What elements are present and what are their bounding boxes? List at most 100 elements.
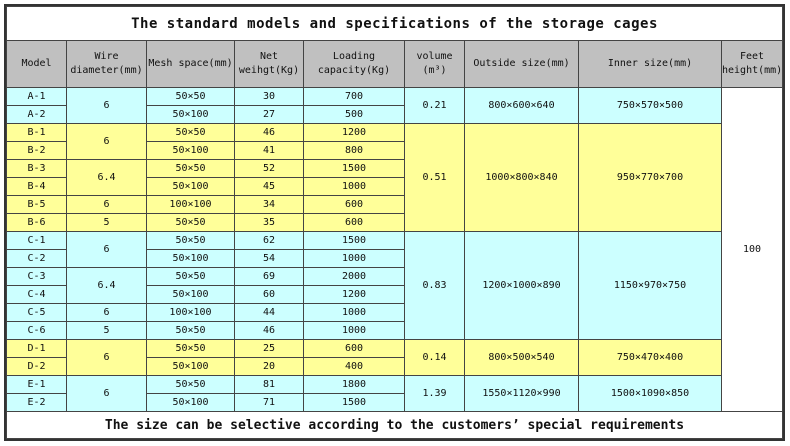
model-cell: C-5 <box>6 303 67 322</box>
net-weight-cell: 20 <box>234 357 304 376</box>
mesh-space-cell: 50×100 <box>146 357 235 376</box>
mesh-space-cell: 50×50 <box>146 339 235 358</box>
mesh-space-cell: 50×50 <box>146 231 235 250</box>
loading-capacity-cell: 1000 <box>303 321 405 340</box>
inner-size-cell: 1150×970×750 <box>578 231 722 340</box>
outside-size-cell: 1550×1120×990 <box>464 375 579 412</box>
mesh-space-cell: 50×100 <box>146 141 235 160</box>
feet-height-cell: 100 <box>721 87 783 412</box>
net-weight-cell: 46 <box>234 321 304 340</box>
model-cell: C-2 <box>6 249 67 268</box>
wire-diameter-cell: 5 <box>66 213 147 232</box>
outside-size-cell: 800×600×640 <box>464 87 579 124</box>
net-weight-cell: 81 <box>234 375 304 394</box>
net-weight-cell: 46 <box>234 123 304 142</box>
inner-size-cell: 750×470×400 <box>578 339 722 376</box>
model-cell: C-6 <box>6 321 67 340</box>
mesh-space-cell: 100×100 <box>146 303 235 322</box>
mesh-space-cell: 50×50 <box>146 123 235 142</box>
model-cell: D-2 <box>6 357 67 376</box>
wire-diameter-cell: 6.4 <box>66 159 147 196</box>
inner-size-cell: 750×570×500 <box>578 87 722 124</box>
spec-table: The standard models and specifications o… <box>6 6 783 439</box>
outside-size-cell: 1200×1000×890 <box>464 231 579 340</box>
header-volume: volume (m³) <box>404 40 465 88</box>
loading-capacity-cell: 700 <box>303 87 405 106</box>
net-weight-cell: 60 <box>234 285 304 304</box>
table-row: C-4 50×100 60 1200 <box>6 285 783 304</box>
net-weight-cell: 71 <box>234 393 304 412</box>
model-cell: D-1 <box>6 339 67 358</box>
outside-size-cell: 1000×800×840 <box>464 123 579 232</box>
wire-diameter-cell: 6 <box>66 231 147 268</box>
volume-cell: 0.14 <box>404 339 465 376</box>
header-feet-height: Feet height(mm) <box>721 40 783 88</box>
model-cell: B-2 <box>6 141 67 160</box>
net-weight-cell: 41 <box>234 141 304 160</box>
model-cell: B-6 <box>6 213 67 232</box>
loading-capacity-cell: 1800 <box>303 375 405 394</box>
wire-diameter-cell: 6 <box>66 303 147 322</box>
table-row: E-1 6 50×50 81 1800 1.39 1550×1120×990 1500×109… <box>6 375 783 412</box>
net-weight-cell: 27 <box>234 105 304 124</box>
model-cell: C-1 <box>6 231 67 250</box>
header-model: Model <box>6 40 67 88</box>
header-outside-size: Outside size(mm) <box>464 40 579 88</box>
table-title: The standard models and specifications o… <box>6 6 783 41</box>
loading-capacity-cell: 1200 <box>303 285 405 304</box>
loading-capacity-cell: 400 <box>303 357 405 376</box>
header-row: Model Wire diameter(mm) Mesh space(mm) Net … <box>6 40 783 88</box>
loading-capacity-cell: 600 <box>303 339 405 358</box>
net-weight-cell: 52 <box>234 159 304 178</box>
wire-diameter-cell: 6 <box>66 123 147 160</box>
loading-capacity-cell: 1500 <box>303 231 405 250</box>
net-weight-cell: 62 <box>234 231 304 250</box>
volume-cell: 0.21 <box>404 87 465 124</box>
loading-capacity-cell: 1500 <box>303 393 405 412</box>
table-row: C-1 6 50×50 62 1500 0.83 1200×1000×890 1150×970… <box>6 231 783 340</box>
table-row: B-4 50×100 45 1000 <box>6 177 783 196</box>
model-cell: B-4 <box>6 177 67 196</box>
table-row: E-2 50×100 71 1500 <box>6 393 783 412</box>
loading-capacity-cell: 1000 <box>303 249 405 268</box>
inner-size-cell: 950×770×700 <box>578 123 722 232</box>
loading-capacity-cell: 600 <box>303 213 405 232</box>
wire-diameter-cell: 6 <box>66 375 147 412</box>
volume-cell: 1.39 <box>404 375 465 412</box>
mesh-space-cell: 50×50 <box>146 159 235 178</box>
table-row: B-1 6 50×50 46 1200 0.51 1000×800×840 950×770×7… <box>6 123 783 232</box>
net-weight-cell: 44 <box>234 303 304 322</box>
model-cell: B-1 <box>6 123 67 142</box>
table-row: A-1 6 50×50 30 700 0.21 800×600×640 750×570×500… <box>6 87 783 412</box>
header-loading-capacity: Loading capacity(Kg) <box>303 40 405 88</box>
table-footer: The size can be selective according to t… <box>6 411 783 439</box>
loading-capacity-cell: 2000 <box>303 267 405 286</box>
mesh-space-cell: 50×100 <box>146 393 235 412</box>
table-row: B-2 50×100 41 800 <box>6 141 783 160</box>
header-inner-size: Inner size(mm) <box>578 40 722 88</box>
header-mesh-space: Mesh space(mm) <box>146 40 235 88</box>
mesh-space-cell: 50×100 <box>146 105 235 124</box>
mesh-space-cell: 50×100 <box>146 285 235 304</box>
table-row: B-6 5 50×50 35 600 <box>6 213 783 232</box>
wire-diameter-cell: 5 <box>66 321 147 340</box>
header-wire-diameter: Wire diameter(mm) <box>66 40 147 88</box>
mesh-space-cell: 50×50 <box>146 321 235 340</box>
model-cell: E-1 <box>6 375 67 394</box>
mesh-space-cell: 50×50 <box>146 87 235 106</box>
mesh-space-cell: 50×50 <box>146 267 235 286</box>
loading-capacity-cell: 600 <box>303 195 405 214</box>
loading-capacity-cell: 1000 <box>303 303 405 322</box>
model-cell: B-5 <box>6 195 67 214</box>
wire-diameter-cell: 6.4 <box>66 267 147 304</box>
model-cell: B-3 <box>6 159 67 178</box>
header-net-weight: Net weihgt(Kg) <box>234 40 304 88</box>
mesh-space-cell: 50×50 <box>146 213 235 232</box>
net-weight-cell: 25 <box>234 339 304 358</box>
net-weight-cell: 54 <box>234 249 304 268</box>
mesh-space-cell: 100×100 <box>146 195 235 214</box>
net-weight-cell: 69 <box>234 267 304 286</box>
model-cell: C-4 <box>6 285 67 304</box>
loading-capacity-cell: 1500 <box>303 159 405 178</box>
loading-capacity-cell: 1200 <box>303 123 405 142</box>
